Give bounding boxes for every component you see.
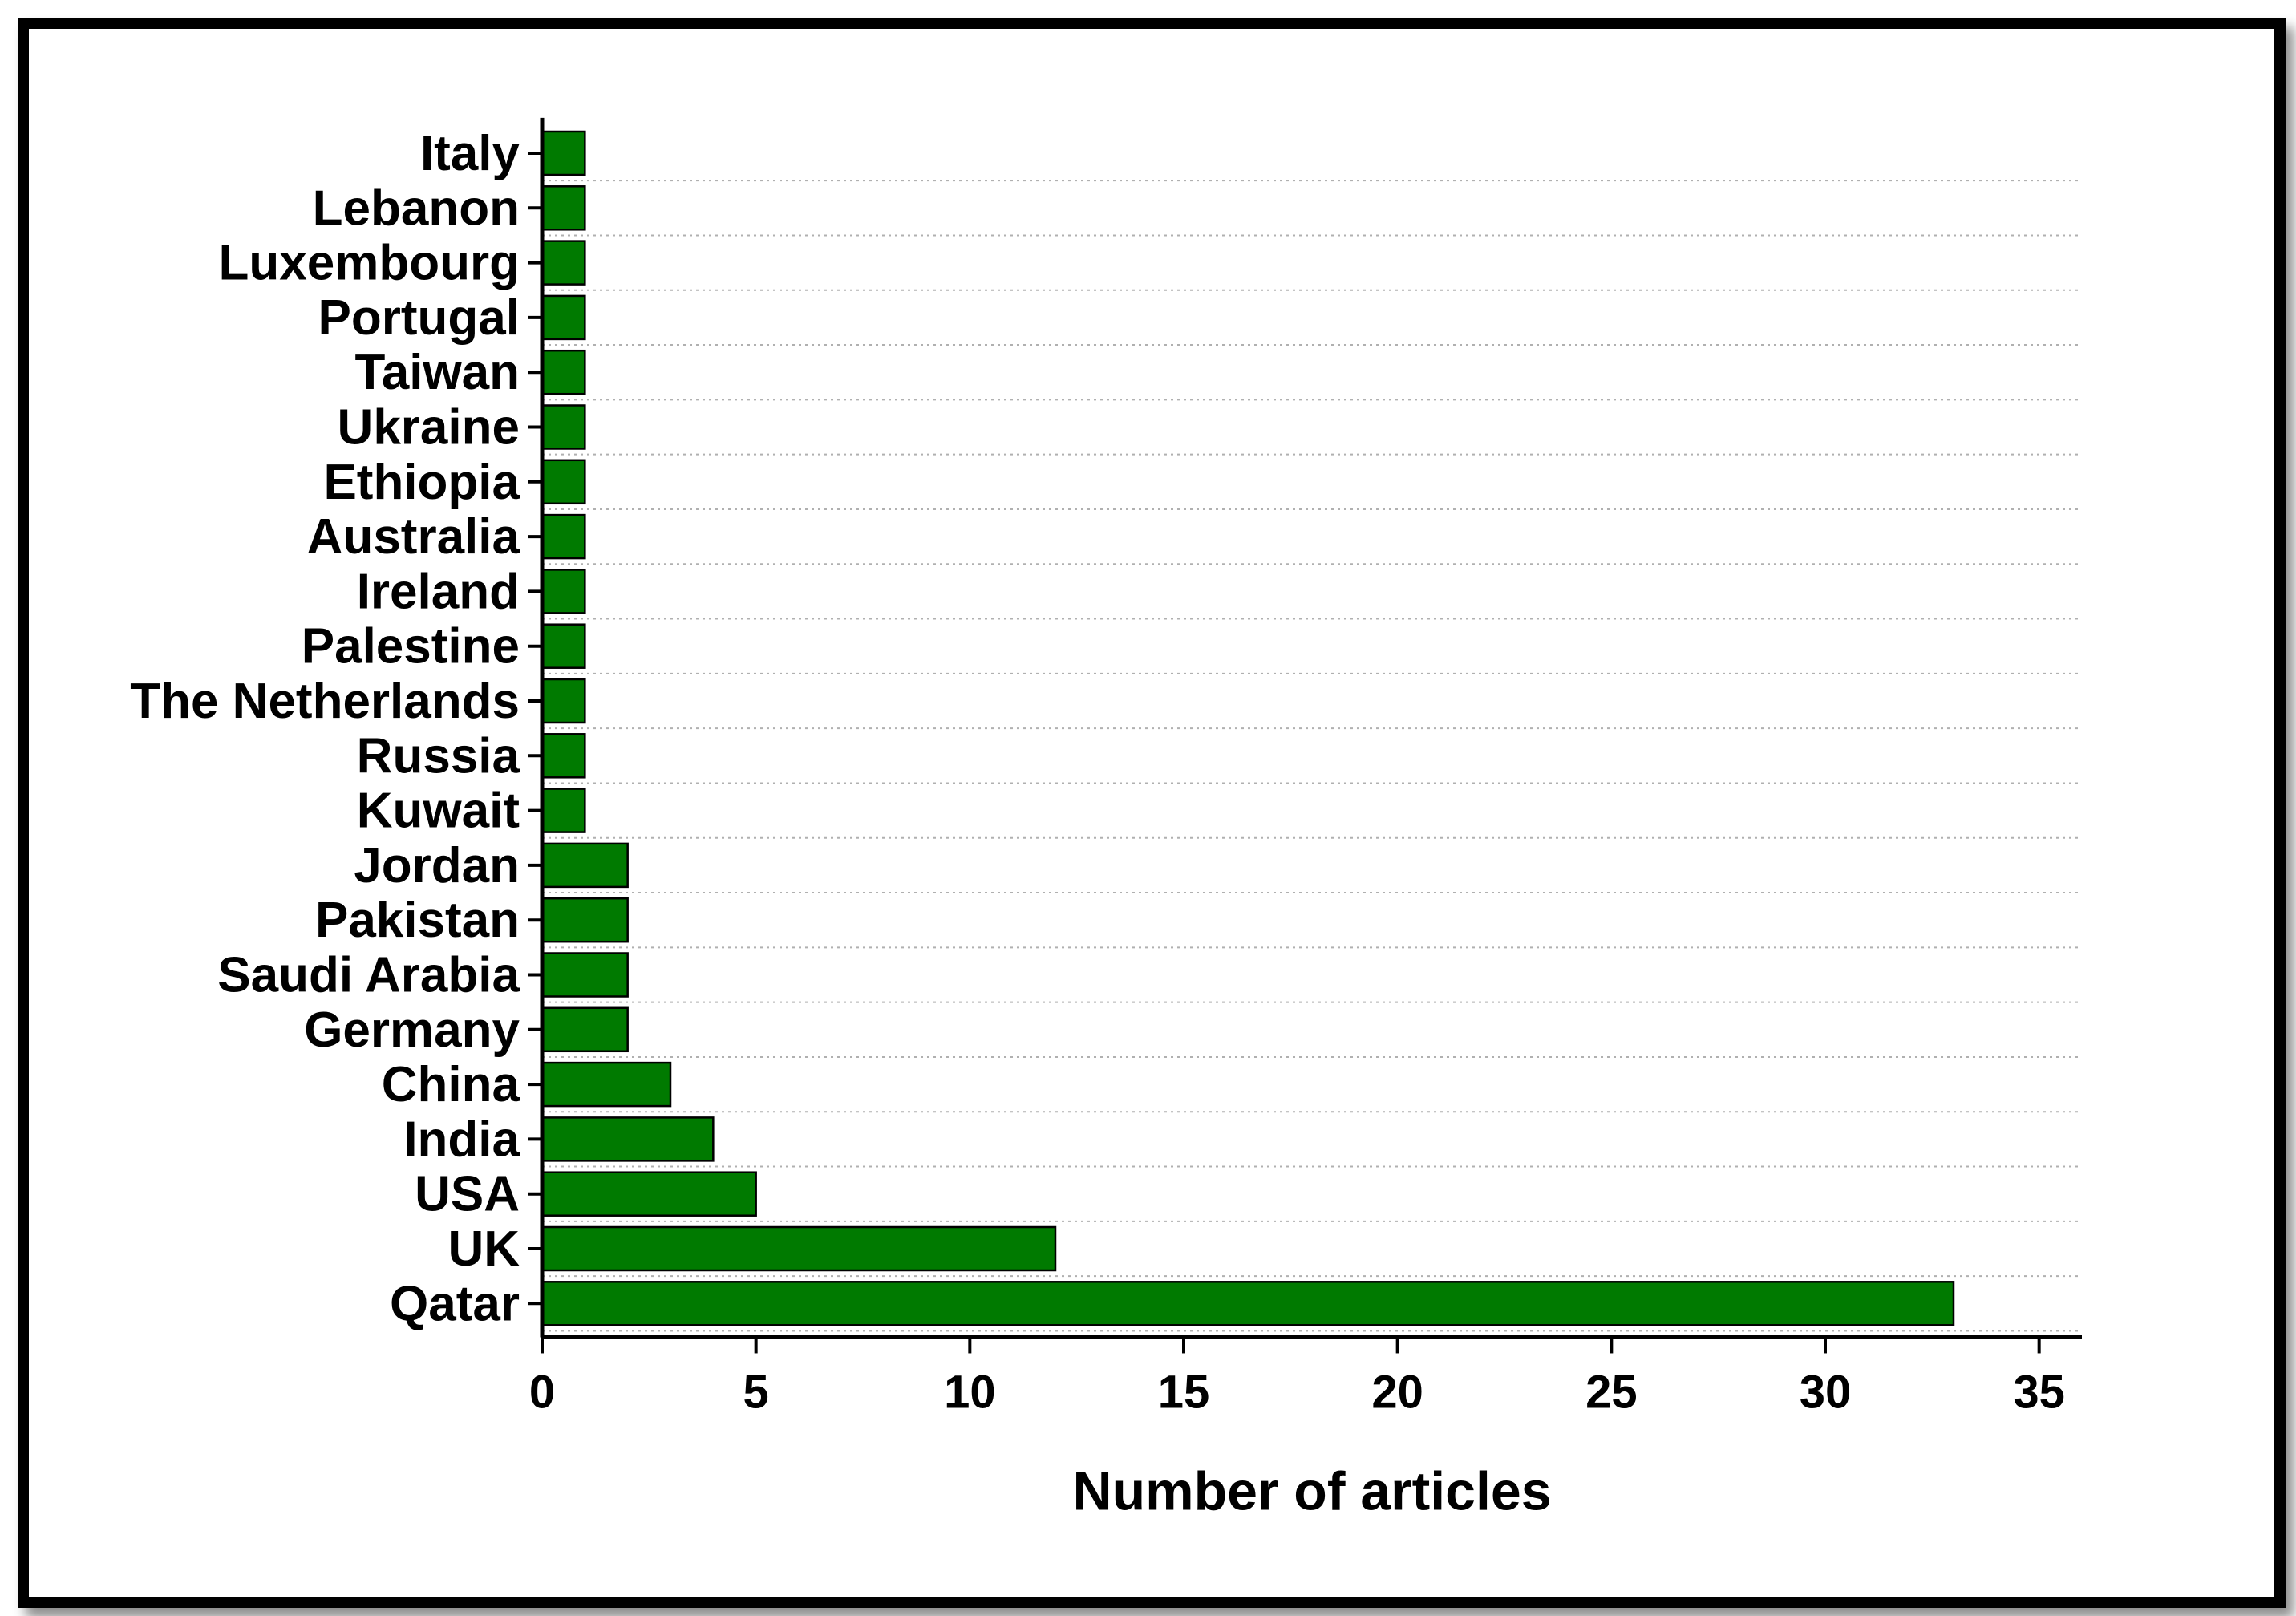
category-label: Saudi Arabia [217,948,520,1003]
category-label: China [382,1057,520,1112]
x-tick-label: 10 [944,1366,996,1418]
x-tick-label: 0 [529,1366,555,1418]
bars [541,130,1955,1326]
category-label: India [403,1112,520,1167]
category-label: Qatar [390,1276,520,1331]
bar [541,1006,629,1053]
bar [541,130,586,176]
x-axis-title: Number of articles [1072,1460,1551,1521]
category-label: UK [447,1221,520,1277]
axes [528,117,2082,1354]
bar [541,459,586,505]
bar [541,897,629,943]
category-label: Palestine [302,619,520,674]
bar [541,569,586,614]
category-label: Pakistan [315,893,520,948]
bar [541,1061,672,1108]
bar [541,294,586,341]
bar [541,678,586,724]
bar [541,349,586,395]
category-label: Germany [304,1002,520,1058]
bar [541,1281,1955,1326]
x-tick-label: 15 [1158,1366,1210,1418]
category-label: Lebanon [313,180,520,236]
category-label: Ireland [357,564,520,619]
category-label: Jordan [354,838,520,893]
bar [541,513,586,560]
bar [541,240,586,286]
bar [541,1171,757,1217]
category-label: Russia [357,728,520,784]
category-label: Taiwan [354,345,520,400]
bar [541,404,586,450]
category-label: USA [415,1167,520,1222]
bar [541,788,586,833]
bar [541,1225,1057,1272]
category-label: Portugal [318,290,520,346]
x-tick-label: 30 [1800,1366,1852,1418]
category-label: Luxembourg [219,236,520,291]
bar [541,623,586,669]
bar-chart: ItalyLebanonLuxembourgPortugalTaiwanUkra… [130,117,2082,1521]
labels: ItalyLebanonLuxembourgPortugalTaiwanUkra… [130,126,2065,1418]
category-label: Ethiopia [323,455,520,510]
category-label: Italy [420,126,520,181]
category-label: Australia [307,509,520,565]
chart-frame: Italy Lebanon Luxembourg Portugal Taiwan Ukra… [18,18,2286,1608]
x-tick-label: 5 [743,1366,769,1418]
x-tick-label: 35 [2013,1366,2065,1418]
bar [541,842,629,889]
bar [541,952,629,998]
grid-lines [542,180,2082,1332]
bar [541,1116,715,1162]
category-label: Kuwait [357,784,520,839]
x-tick-label: 25 [1585,1366,1638,1418]
x-tick-label: 20 [1371,1366,1423,1418]
bar [541,733,586,779]
bar [541,185,586,231]
category-label: Ukraine [338,400,520,456]
category-label: The Netherlands [130,674,520,729]
